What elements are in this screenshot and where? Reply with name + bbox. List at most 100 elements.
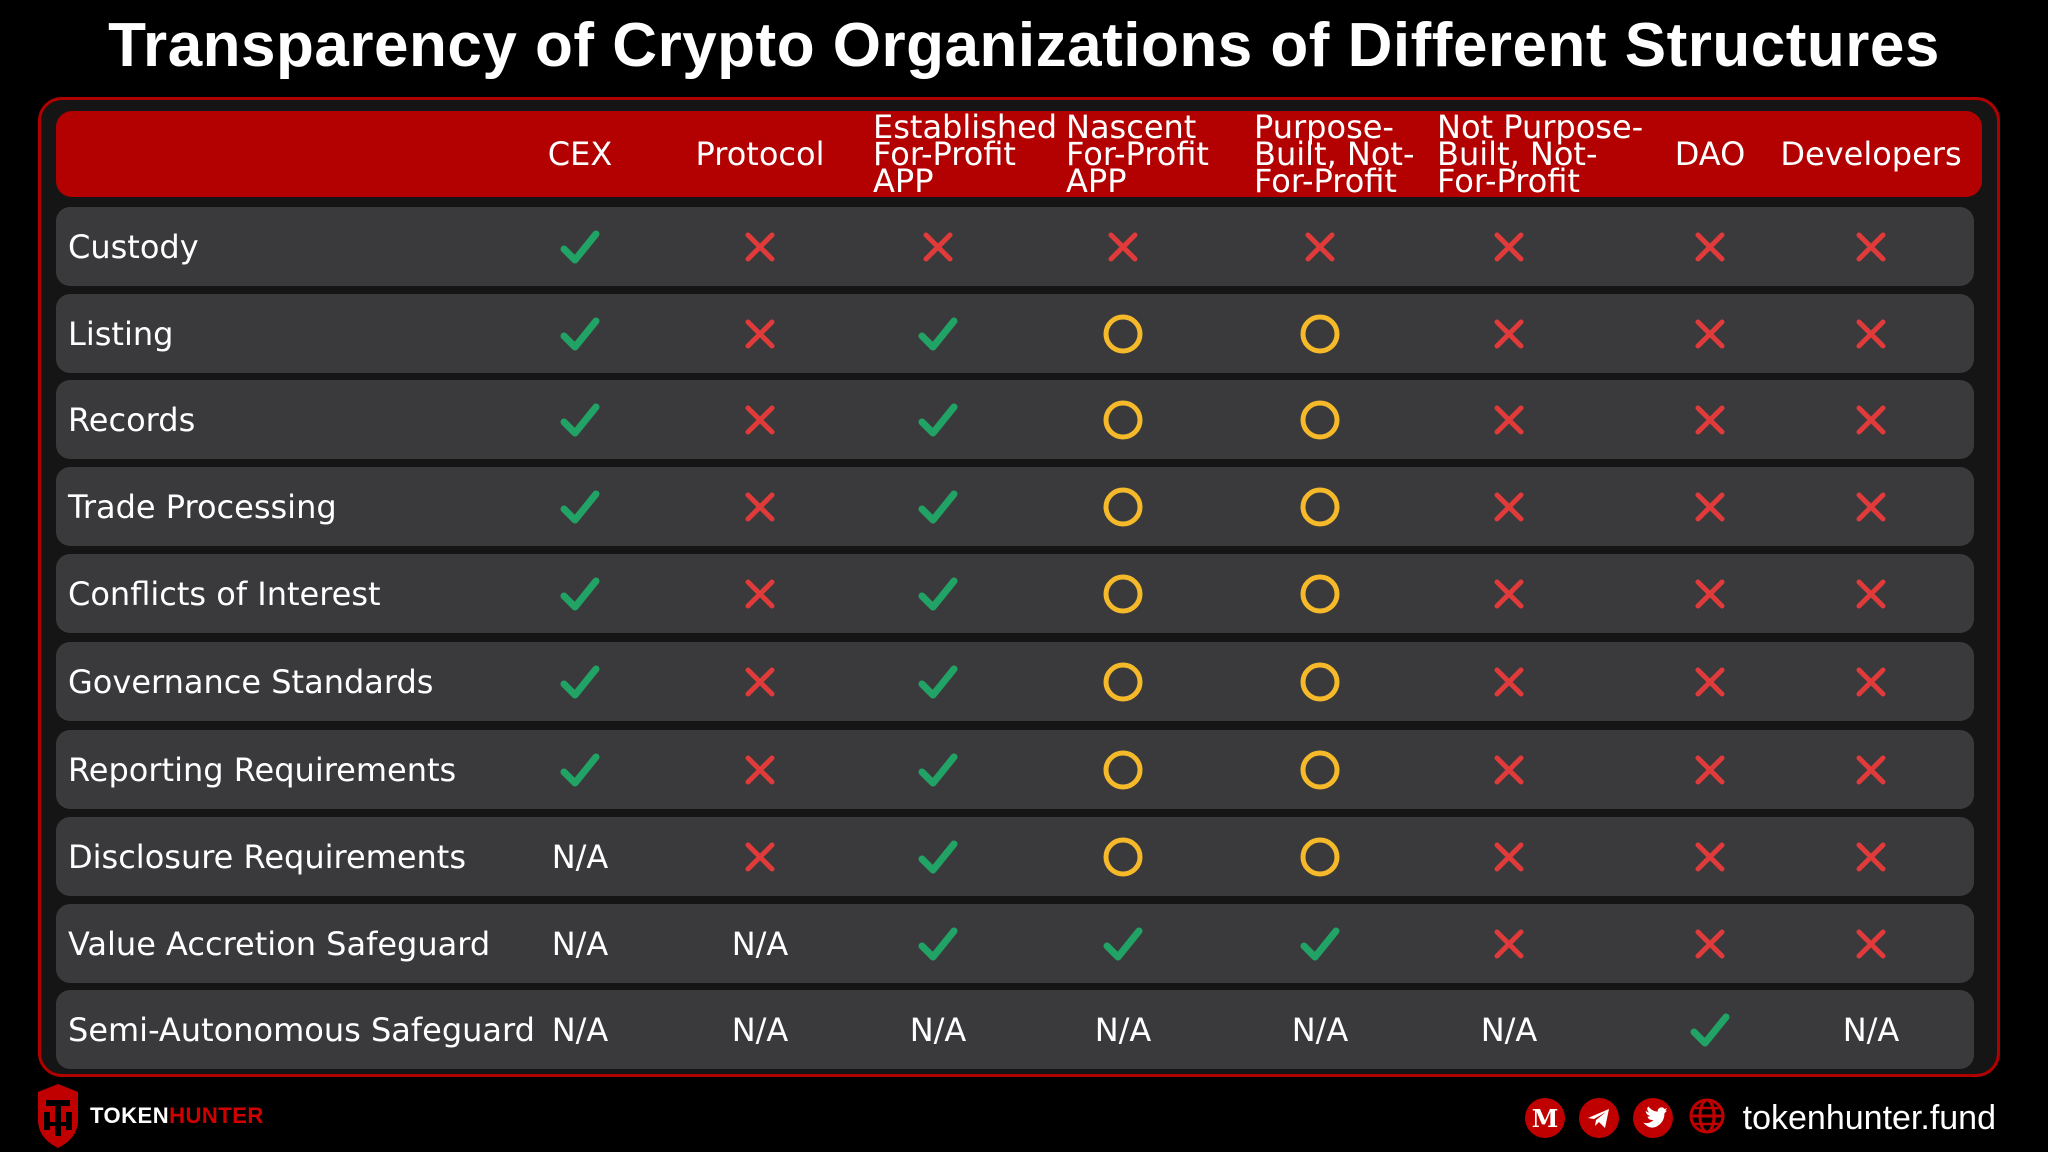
table-row: Value Accretion Safeguard N/A N/A xyxy=(56,904,1974,983)
row-label: Trade Processing xyxy=(68,487,337,526)
circle-icon xyxy=(1101,294,1145,373)
row-label: Listing xyxy=(68,314,174,353)
circle-icon xyxy=(1101,642,1145,721)
column-header: Established For-Profit APP xyxy=(873,107,1058,200)
row-label: Records xyxy=(68,400,196,439)
check-icon xyxy=(1298,904,1342,983)
circle-icon xyxy=(1298,294,1342,373)
cross-icon xyxy=(1849,294,1893,373)
table-row: Semi-Autonomous Safeguard N/A N/A N/A N/A N/A… xyxy=(56,990,1974,1069)
table-row: Conflicts of Interest xyxy=(56,554,1974,633)
check-icon xyxy=(558,642,602,721)
check-icon xyxy=(558,730,602,809)
cross-icon xyxy=(1688,207,1732,286)
check-icon xyxy=(916,904,960,983)
cross-icon xyxy=(1101,207,1145,286)
na-value: N/A xyxy=(1094,1010,1152,1049)
na-value: N/A xyxy=(1291,1010,1349,1049)
table-header: CEX Protocol Established For-Profit APP Nas… xyxy=(56,111,1982,197)
table-row: Records xyxy=(56,380,1974,459)
cross-icon xyxy=(738,554,782,633)
cross-icon xyxy=(1487,817,1531,896)
token-hunter-logo: TOKENHUNTER xyxy=(34,1082,264,1150)
cross-icon xyxy=(1849,207,1893,286)
column-header: CEX xyxy=(547,134,613,173)
check-icon xyxy=(558,380,602,459)
circle-icon xyxy=(1298,730,1342,809)
brand-name: TOKENHUNTER xyxy=(90,1103,264,1129)
cross-icon xyxy=(1688,554,1732,633)
na-value: N/A xyxy=(551,837,609,876)
circle-icon xyxy=(1298,642,1342,721)
svg-text:M: M xyxy=(1531,1104,1558,1133)
medium-icon[interactable]: M xyxy=(1524,1098,1565,1138)
check-icon xyxy=(1688,990,1732,1069)
check-icon xyxy=(916,730,960,809)
na-value: N/A xyxy=(1480,1010,1538,1049)
cross-icon xyxy=(738,294,782,373)
page-title: Transparency of Crypto Organizations of … xyxy=(108,11,1940,80)
table-row: Reporting Requirements xyxy=(56,730,1974,809)
cross-icon xyxy=(1487,904,1531,983)
cross-icon xyxy=(916,207,960,286)
column-header: Protocol xyxy=(695,134,825,173)
row-label: Governance Standards xyxy=(68,662,434,701)
na-value: N/A xyxy=(551,1010,609,1049)
row-label: Semi-Autonomous Safeguard xyxy=(68,1010,535,1049)
cross-icon xyxy=(1298,207,1342,286)
cross-icon xyxy=(738,207,782,286)
na-value: N/A xyxy=(731,1010,789,1049)
table-row: Disclosure Requirements N/A xyxy=(56,817,1974,896)
row-label: Disclosure Requirements xyxy=(68,837,466,876)
cross-icon xyxy=(1849,730,1893,809)
check-icon xyxy=(916,554,960,633)
site-link[interactable]: tokenhunter.fund xyxy=(1742,1098,1996,1137)
cross-icon xyxy=(1487,294,1531,373)
telegram-icon[interactable] xyxy=(1578,1098,1619,1138)
cross-icon xyxy=(1849,467,1893,546)
cross-icon xyxy=(1487,642,1531,721)
cross-icon xyxy=(1849,380,1893,459)
check-icon xyxy=(916,817,960,896)
na-value: N/A xyxy=(731,924,789,963)
globe-icon xyxy=(1687,1096,1727,1141)
circle-icon xyxy=(1298,554,1342,633)
cross-icon xyxy=(1849,554,1893,633)
check-icon xyxy=(558,467,602,546)
cross-icon xyxy=(1487,467,1531,546)
check-icon xyxy=(558,207,602,286)
brand-first: TOKEN xyxy=(90,1103,170,1128)
footer-links: M tokenhunter.fund xyxy=(1524,1094,1996,1142)
cross-icon xyxy=(738,642,782,721)
row-label: Conflicts of Interest xyxy=(68,574,381,613)
cross-icon xyxy=(1688,730,1732,809)
cross-icon xyxy=(1688,380,1732,459)
table-row: Governance Standards xyxy=(56,642,1974,721)
cross-icon xyxy=(738,380,782,459)
column-header: Nascent For-Profit APP xyxy=(1066,107,1209,200)
check-icon xyxy=(916,294,960,373)
twitter-icon[interactable] xyxy=(1632,1098,1673,1138)
cross-icon xyxy=(1849,904,1893,983)
cross-icon xyxy=(738,467,782,546)
row-label: Custody xyxy=(68,227,199,266)
circle-icon xyxy=(1298,380,1342,459)
na-value: N/A xyxy=(551,924,609,963)
cross-icon xyxy=(738,817,782,896)
table-row: Custody xyxy=(56,207,1974,286)
table-row: Listing xyxy=(56,294,1974,373)
cross-icon xyxy=(738,730,782,809)
circle-icon xyxy=(1101,554,1145,633)
cross-icon xyxy=(1688,904,1732,983)
na-value: N/A xyxy=(909,1010,967,1049)
circle-icon xyxy=(1101,730,1145,809)
cross-icon xyxy=(1688,817,1732,896)
circle-icon xyxy=(1101,817,1145,896)
column-header: Developers xyxy=(1780,134,1962,173)
circle-icon xyxy=(1101,467,1145,546)
check-icon xyxy=(1101,904,1145,983)
cross-icon xyxy=(1487,380,1531,459)
check-icon xyxy=(916,642,960,721)
circle-icon xyxy=(1101,380,1145,459)
logo-icon xyxy=(38,1084,78,1148)
